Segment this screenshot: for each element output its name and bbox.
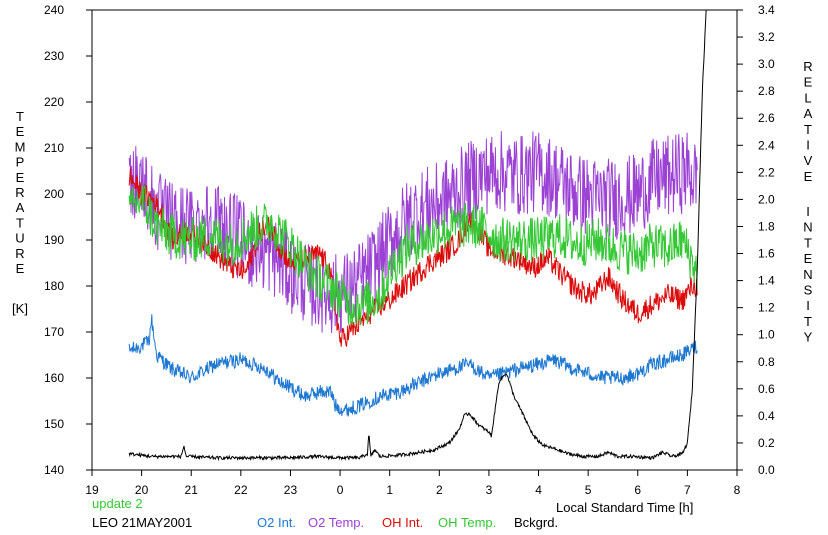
y-left-tick-label: 230 [44,49,64,63]
x-tick-label: 5 [585,483,592,497]
y-left-tick-label: 150 [44,417,64,431]
x-tick-label: 19 [85,483,99,497]
update-text: update 2 [92,496,143,511]
y-left-label-letter: A [16,200,25,215]
y-right-label-letter: I [806,138,810,153]
y-left-tick-label: 220 [44,95,64,109]
y-right-tick-label: 2.0 [758,192,775,206]
y-right-label-letter: T [804,314,812,329]
y-right-tick-label: 2.6 [758,111,775,125]
y-right-tick-label: 0.8 [758,355,775,369]
x-tick-label: 0 [337,483,344,497]
y-left-label-letter: R [15,185,24,200]
y-right-tick-label: 0.0 [758,463,775,477]
legend-entry: O2 Temp. [308,515,364,530]
y-right-tick-label: 3.2 [758,30,775,44]
y-left-tick-label: 240 [44,3,64,17]
y-left-tick-label: 190 [44,233,64,247]
y-left-tick-label: 140 [44,463,64,477]
series-line [128,314,698,417]
y-right-tick-label: 3.4 [758,3,775,17]
legend-entry: OH Temp. [438,515,496,530]
y-right-tick-label: 1.6 [758,247,775,261]
y-right-label-letter: T [804,122,812,137]
x-tick-label: 6 [634,483,641,497]
y-right-tick-label: 0.2 [758,436,775,450]
x-tick-label: 1 [386,483,393,497]
y-right-tick-label: 1.2 [758,301,775,315]
series-lines [128,9,707,462]
y-right-label-letter: Y [804,330,813,345]
y-right-tick-label: 0.4 [758,409,775,423]
x-tick-label: 20 [135,483,149,497]
legend-entry: Bckgrd. [514,515,558,530]
y-right-tick-label: 2.2 [758,165,775,179]
x-tick-label: 4 [535,483,542,497]
y-right-label-letter: L [804,90,811,105]
y-right-label-letter: I [806,298,810,313]
y-right-tick-label: 1.8 [758,219,775,233]
y-right-label-letter: N [803,267,812,282]
axis-ticks [86,9,743,476]
x-tick-label: 8 [734,483,741,497]
x-tick-label: 23 [284,483,298,497]
legend-entry: O2 Int. [257,515,296,530]
y-left-label-letter: R [15,246,24,261]
y-left-label-letter: E [16,261,25,276]
y-right-label-letter: S [804,283,813,298]
y-right-tick-label: 3.0 [758,57,775,71]
y-left-label-letter: M [15,139,26,154]
y-right-tick-label: 2.8 [758,84,775,98]
y-right-tick-label: 1.0 [758,328,775,342]
x-tick-label: 7 [684,483,691,497]
x-tick-label: 2 [436,483,443,497]
y-left-tick-label: 210 [44,141,64,155]
y-left-tick-label: 170 [44,325,64,339]
y-left-unit: [K] [12,301,28,316]
y-right-label-letter: R [803,59,812,74]
axis-labels: 19 20 21 22 23 0 1 2 3 4 5 6 7 8140150160170180190200… [12,3,813,497]
x-tick-label: 21 [185,483,199,497]
y-right-label-letter: V [804,153,813,168]
series-line [128,185,698,326]
y-left-label-letter: T [16,215,24,230]
y-right-label-letter: N [803,220,812,235]
y-right-label-letter: T [804,235,812,250]
x-tick-label: 3 [486,483,493,497]
y-left-label-letter: U [15,231,24,246]
y-left-tick-label: 200 [44,187,64,201]
y-right-label-letter: E [804,75,813,90]
legend: O2 Int. O2 Temp. OH Int. OH Temp. Bckgrd. [257,515,558,530]
x-tick-label: 22 [234,483,248,497]
y-left-label-letter: E [16,124,25,139]
y-right-tick-label: 2.4 [758,138,775,152]
y-left-label-letter: P [16,155,25,170]
x-axis-label: Local Standard Time [h] [556,500,693,515]
series-line [128,9,707,462]
y-left-tick-label: 180 [44,279,64,293]
y-left-label-letter: T [16,109,24,124]
y-right-tick-label: 1.4 [758,274,775,288]
y-right-label-letter: I [806,204,810,219]
legend-entry: OH Int. [382,515,423,530]
station-text: LEO 21MAY2001 [92,515,192,530]
y-right-tick-label: 0.6 [758,382,775,396]
y-right-label-letter: E [804,251,813,266]
y-right-label-letter: E [804,169,813,184]
y-left-tick-label: 160 [44,371,64,385]
y-left-label-letter: E [16,170,25,185]
y-right-label-letter: A [804,106,813,121]
